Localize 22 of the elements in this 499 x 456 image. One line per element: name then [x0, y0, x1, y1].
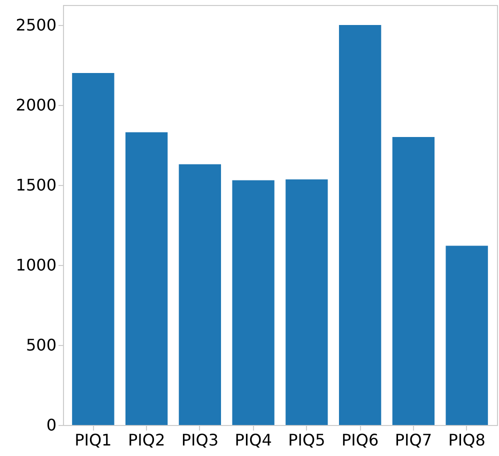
y-tick-label: 2000 [16, 96, 56, 114]
bar [72, 73, 114, 425]
x-tick-label: PIQ8 [448, 430, 486, 450]
bar [446, 246, 488, 425]
y-tick-label: 1000 [16, 256, 56, 274]
y-tick-label: 1500 [16, 176, 56, 194]
x-tick-label: PIQ2 [128, 430, 166, 450]
x-tick-label: PIQ7 [394, 430, 432, 450]
x-tick-label: PIQ4 [234, 430, 272, 450]
x-tick-label: PIQ6 [342, 430, 379, 450]
x-tick-label: PIQ5 [288, 430, 326, 450]
bar [392, 137, 435, 425]
y-tick-label: 2500 [16, 16, 56, 34]
x-tick-label: PIQ3 [181, 430, 218, 450]
x-tick-label: PIQ1 [74, 430, 112, 450]
bar [338, 25, 382, 425]
bar [125, 132, 168, 425]
y-tick-label: 500 [26, 336, 56, 354]
bar [178, 164, 222, 425]
bar [286, 179, 328, 425]
y-tick-label: 0 [46, 416, 56, 434]
bar [232, 180, 274, 425]
